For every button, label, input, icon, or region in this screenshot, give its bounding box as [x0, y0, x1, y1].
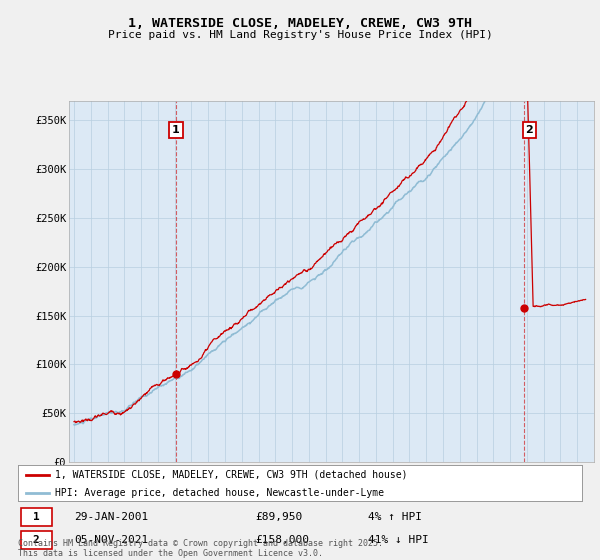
Bar — [21, 508, 52, 526]
Text: 2: 2 — [32, 535, 40, 545]
Text: £158,000: £158,000 — [255, 535, 309, 545]
Text: £89,950: £89,950 — [255, 512, 302, 522]
Text: 41% ↓ HPI: 41% ↓ HPI — [368, 535, 428, 545]
Text: 2: 2 — [526, 125, 533, 135]
Text: 1, WATERSIDE CLOSE, MADELEY, CREWE, CW3 9TH (detached house): 1, WATERSIDE CLOSE, MADELEY, CREWE, CW3 … — [55, 470, 407, 480]
Text: Price paid vs. HM Land Registry's House Price Index (HPI): Price paid vs. HM Land Registry's House … — [107, 30, 493, 40]
Text: 1, WATERSIDE CLOSE, MADELEY, CREWE, CW3 9TH: 1, WATERSIDE CLOSE, MADELEY, CREWE, CW3 … — [128, 17, 472, 30]
Text: 1: 1 — [32, 512, 40, 522]
Text: 1: 1 — [172, 125, 180, 135]
Text: 05-NOV-2021: 05-NOV-2021 — [74, 535, 149, 545]
Text: HPI: Average price, detached house, Newcastle-under-Lyme: HPI: Average price, detached house, Newc… — [55, 488, 383, 498]
Bar — [21, 531, 52, 549]
Text: 4% ↑ HPI: 4% ↑ HPI — [368, 512, 422, 522]
Text: Contains HM Land Registry data © Crown copyright and database right 2025.
This d: Contains HM Land Registry data © Crown c… — [18, 539, 383, 558]
Text: 29-JAN-2001: 29-JAN-2001 — [74, 512, 149, 522]
